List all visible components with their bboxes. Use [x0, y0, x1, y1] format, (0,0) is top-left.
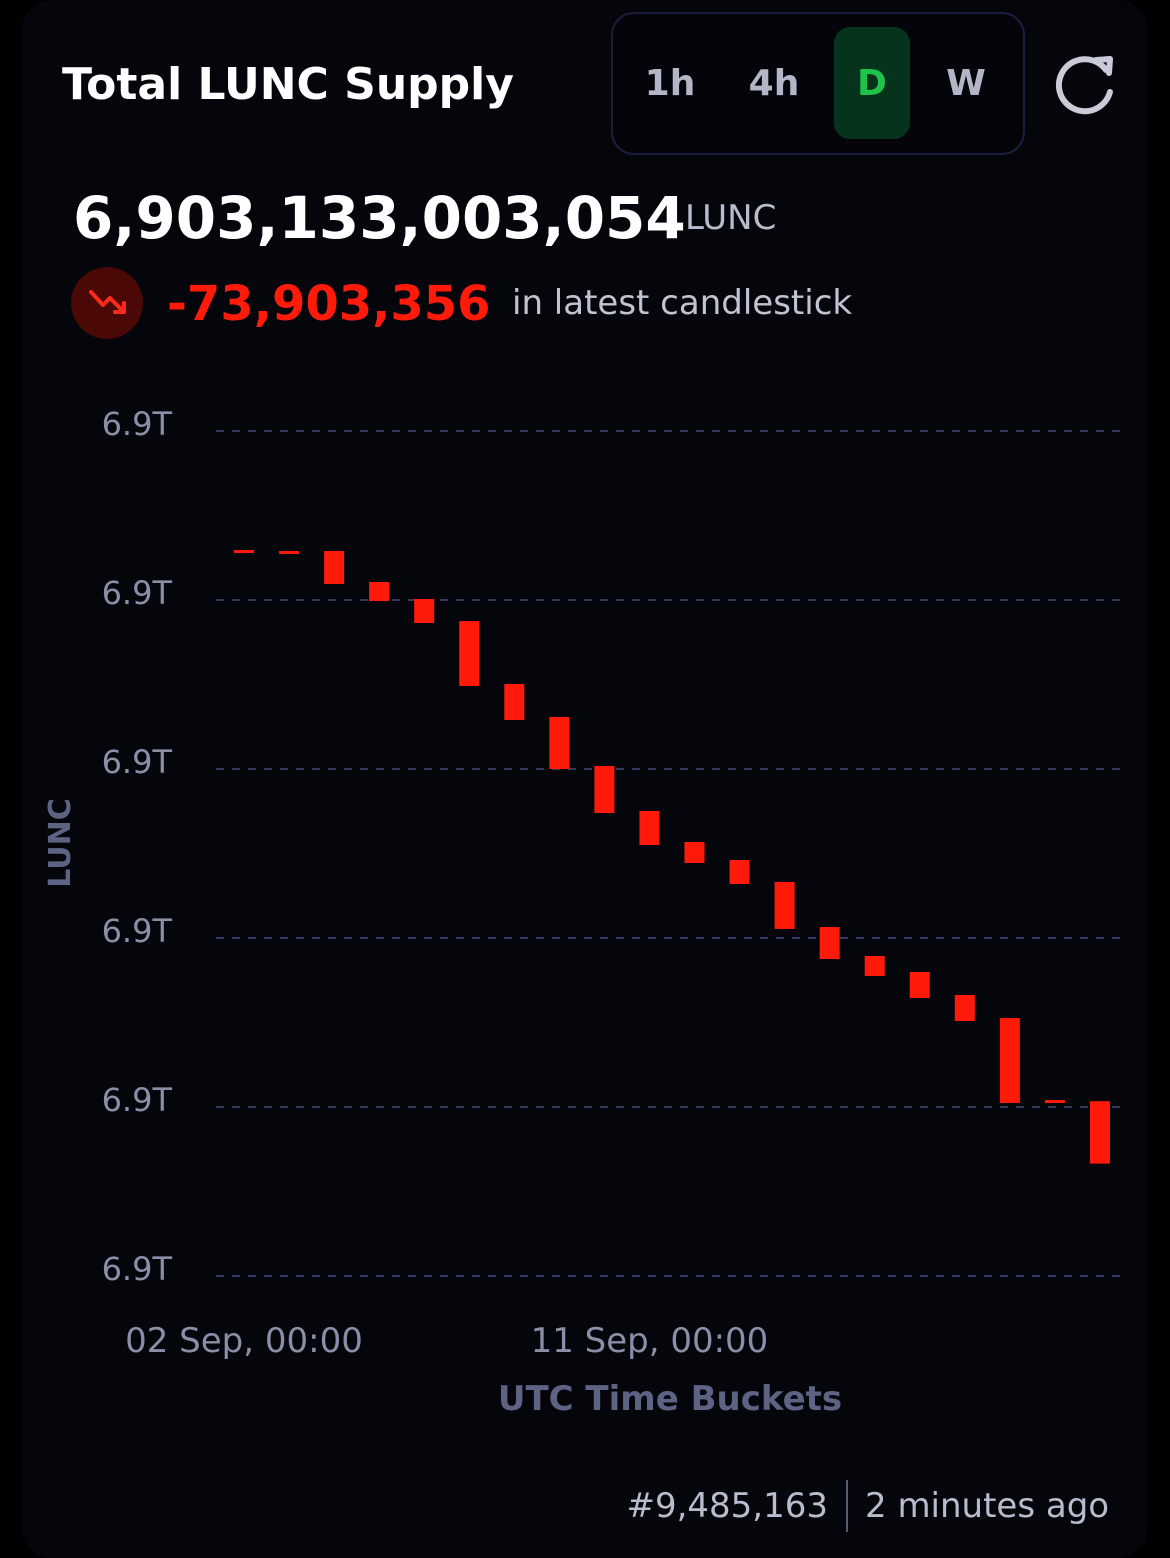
y-tick-label: 6.9T — [102, 1250, 173, 1288]
tab[interactable]: 4h — [749, 63, 800, 104]
candle-body — [414, 598, 435, 623]
down-arrow — [89, 290, 126, 314]
supply-unit: LUNC — [685, 198, 776, 238]
tab[interactable]: W — [946, 63, 986, 104]
candle-body — [549, 717, 570, 769]
y-tick-label: 6.9T — [102, 574, 173, 612]
candle-body — [774, 881, 795, 929]
refresh-arrow — [1093, 56, 1113, 76]
y-tick-label: 6.9T — [102, 743, 173, 781]
candle-body — [594, 765, 615, 814]
tab-box — [611, 12, 1025, 155]
candle-body — [909, 971, 930, 998]
refresh-button[interactable] — [1055, 56, 1113, 115]
y-tick-label: 6.9T — [102, 405, 173, 443]
tab[interactable]: D — [857, 63, 887, 104]
y-tick-label: 6.9T — [102, 912, 173, 950]
block-number: #9,485,163 — [626, 1486, 828, 1526]
change-note: in latest candlestick — [512, 283, 852, 323]
candle-body — [1044, 1099, 1065, 1104]
x-tick-label: 02 Sep, 00:00 — [125, 1321, 363, 1361]
refresh-icon — [1055, 56, 1113, 115]
active-tab-bg — [834, 27, 910, 139]
change-value: -73,903,356 — [167, 276, 491, 332]
x-tick-label: 11 Sep, 00:00 — [531, 1321, 769, 1361]
card — [22, 0, 1148, 1558]
candle-body — [684, 842, 705, 863]
tab-group: 1h 4h D W — [645, 27, 986, 139]
chart-title: Total LUNC Supply — [62, 59, 514, 110]
candle-body — [639, 810, 660, 845]
candle-body — [819, 927, 840, 960]
tab[interactable]: 1h — [645, 63, 696, 104]
x-axis-label: UTC Time Buckets — [498, 1379, 842, 1419]
supply-value: 6,903,133,003,054 — [73, 184, 686, 252]
candle-body — [459, 621, 480, 687]
y-axis-label: LUNC — [43, 798, 78, 888]
candle-body — [234, 549, 254, 554]
y-tick-label: 6.9T — [102, 1081, 173, 1119]
candle-body — [504, 683, 525, 720]
candle-body — [954, 995, 975, 1021]
candle-body — [369, 582, 390, 602]
candle-body — [864, 955, 885, 977]
candle-body — [729, 860, 750, 885]
candle-body — [324, 550, 345, 585]
update-age: 2 minutes ago — [865, 1486, 1109, 1526]
candle-body — [279, 550, 300, 555]
candle-body — [1089, 1101, 1110, 1164]
candle-body — [999, 1018, 1020, 1104]
